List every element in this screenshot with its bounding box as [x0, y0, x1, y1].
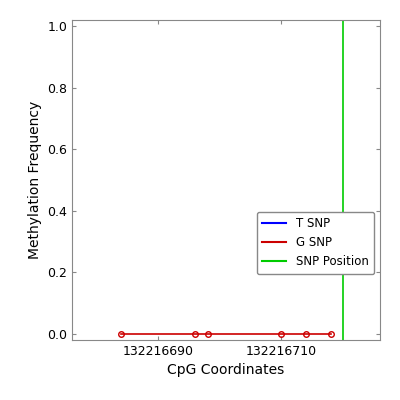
Legend: T SNP, G SNP, SNP Position: T SNP, G SNP, SNP Position	[256, 212, 374, 274]
Y-axis label: Methylation Frequency: Methylation Frequency	[28, 101, 42, 259]
X-axis label: CpG Coordinates: CpG Coordinates	[167, 364, 285, 378]
